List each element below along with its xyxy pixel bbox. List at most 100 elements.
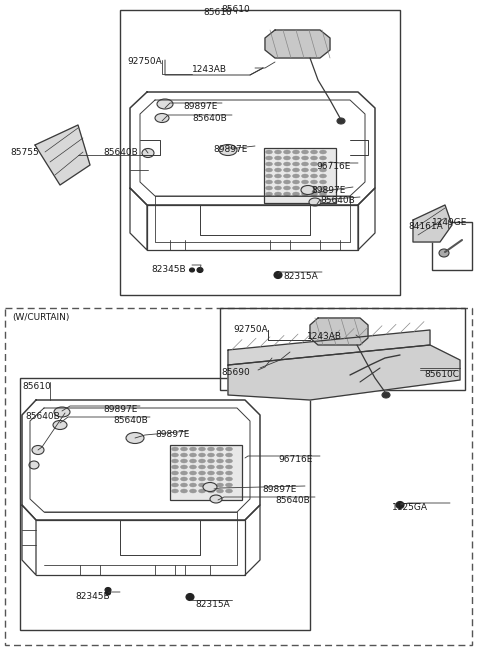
Text: 1125GA: 1125GA [392,503,428,512]
Bar [5,308,472,645]
Ellipse shape [190,268,194,272]
Bar [170,445,242,500]
Ellipse shape [199,447,205,451]
Text: 1249GE: 1249GE [432,218,468,227]
Polygon shape [35,125,90,185]
Ellipse shape [210,495,222,503]
Bar [120,10,400,295]
Ellipse shape [311,150,317,154]
Ellipse shape [265,168,273,172]
Ellipse shape [186,593,194,601]
Ellipse shape [309,198,321,206]
Ellipse shape [284,180,290,184]
Ellipse shape [207,459,215,463]
Ellipse shape [155,113,169,122]
Ellipse shape [216,483,224,487]
Ellipse shape [292,186,300,190]
Ellipse shape [284,168,290,172]
Ellipse shape [226,447,232,451]
Ellipse shape [216,453,224,457]
Ellipse shape [199,477,205,481]
Polygon shape [228,330,430,365]
Ellipse shape [226,489,232,493]
Ellipse shape [265,180,273,184]
Ellipse shape [207,471,215,475]
Ellipse shape [311,186,317,190]
Ellipse shape [320,186,326,190]
Text: 89897E: 89897E [103,405,137,414]
Ellipse shape [284,162,290,166]
Polygon shape [265,30,330,58]
Ellipse shape [265,174,273,178]
Ellipse shape [292,174,300,178]
Ellipse shape [265,156,273,160]
Ellipse shape [301,186,309,190]
Ellipse shape [171,465,179,469]
Ellipse shape [207,489,215,493]
Ellipse shape [29,461,39,469]
Polygon shape [413,205,452,242]
Ellipse shape [180,483,188,487]
Ellipse shape [32,445,44,455]
Text: 96716E: 96716E [316,162,350,171]
Ellipse shape [284,150,290,154]
Ellipse shape [190,483,196,487]
Ellipse shape [275,186,281,190]
Text: 96716E: 96716E [278,455,312,464]
Ellipse shape [105,588,111,593]
Ellipse shape [292,162,300,166]
Text: 89897E: 89897E [262,485,296,494]
Ellipse shape [275,192,281,196]
Ellipse shape [292,168,300,172]
Polygon shape [228,345,460,400]
Ellipse shape [199,489,205,493]
Ellipse shape [190,465,196,469]
Ellipse shape [320,174,326,178]
Ellipse shape [180,471,188,475]
Ellipse shape [126,432,144,443]
Polygon shape [310,318,368,345]
Text: 1243AB: 1243AB [192,65,227,74]
Ellipse shape [275,162,281,166]
Text: 85640B: 85640B [103,148,138,157]
Ellipse shape [320,150,326,154]
Text: 84161A: 84161A [408,222,443,231]
Ellipse shape [207,453,215,457]
Ellipse shape [275,174,281,178]
Ellipse shape [54,407,70,417]
Ellipse shape [190,447,196,451]
Ellipse shape [171,477,179,481]
Text: 82315A: 82315A [195,600,230,609]
Ellipse shape [439,249,449,257]
Ellipse shape [265,150,273,154]
Ellipse shape [284,156,290,160]
Ellipse shape [320,192,326,196]
Ellipse shape [142,149,154,157]
Bar [20,378,310,630]
Ellipse shape [337,118,345,124]
Text: 92750A: 92750A [233,325,268,334]
Ellipse shape [203,483,217,491]
Ellipse shape [216,465,224,469]
Ellipse shape [284,174,290,178]
Ellipse shape [171,447,179,451]
Text: 85610: 85610 [22,382,51,391]
Ellipse shape [199,471,205,475]
Ellipse shape [207,465,215,469]
Ellipse shape [301,156,309,160]
Ellipse shape [301,180,309,184]
Text: 85640B: 85640B [320,196,355,205]
Text: 82315A: 82315A [283,272,318,281]
Ellipse shape [216,489,224,493]
Ellipse shape [219,145,237,155]
Ellipse shape [171,483,179,487]
Ellipse shape [226,483,232,487]
Text: 85640B: 85640B [113,416,148,425]
Text: 89897E: 89897E [311,186,346,195]
Ellipse shape [180,465,188,469]
Ellipse shape [207,477,215,481]
Ellipse shape [171,459,179,463]
Ellipse shape [157,99,173,109]
Ellipse shape [171,471,179,475]
Ellipse shape [275,156,281,160]
